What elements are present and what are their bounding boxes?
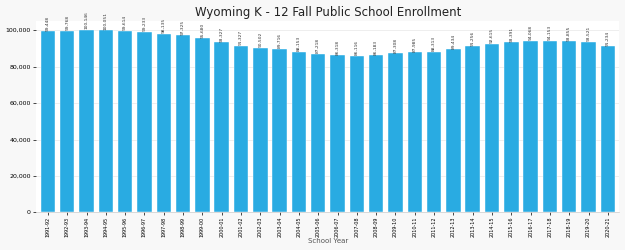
Text: 98,135: 98,135 (162, 18, 166, 33)
Text: 94,068: 94,068 (529, 25, 532, 40)
Bar (466, 46, 480, 212)
Bar (156, 34, 171, 212)
Bar (60, 31, 74, 212)
Text: 94,153: 94,153 (548, 25, 552, 40)
Bar (349, 56, 364, 212)
Text: 99,233: 99,233 (142, 16, 146, 31)
Bar (601, 46, 615, 212)
Text: 89,716: 89,716 (278, 33, 282, 48)
Text: 100,146: 100,146 (84, 12, 89, 30)
Bar (118, 31, 132, 212)
Bar (581, 42, 596, 212)
Text: 86,183: 86,183 (374, 40, 378, 55)
Bar (195, 38, 209, 212)
Text: 93,391: 93,391 (509, 26, 513, 42)
Bar (562, 42, 576, 212)
Bar (369, 56, 383, 212)
Bar (79, 30, 94, 212)
Text: 92,615: 92,615 (490, 28, 494, 43)
Bar (41, 31, 55, 212)
Text: 100,051: 100,051 (104, 12, 108, 30)
Text: 90,502: 90,502 (258, 32, 262, 47)
Text: 91,256: 91,256 (471, 30, 475, 46)
Text: 89,434: 89,434 (451, 34, 456, 49)
Bar (523, 41, 538, 212)
Text: 87,985: 87,985 (412, 36, 417, 52)
Bar (485, 44, 499, 212)
Bar (331, 55, 345, 212)
Text: 97,325: 97,325 (181, 19, 185, 34)
Text: 88,153: 88,153 (297, 36, 301, 51)
Bar (253, 48, 268, 212)
X-axis label: School Year: School Year (308, 238, 348, 244)
Title: Wyoming K - 12 Fall Public School Enrollment: Wyoming K - 12 Fall Public School Enroll… (195, 6, 461, 18)
Bar (388, 53, 402, 212)
Bar (272, 49, 287, 212)
Bar (427, 52, 441, 212)
Bar (138, 32, 152, 212)
Text: 93,855: 93,855 (568, 26, 571, 41)
Bar (214, 42, 229, 212)
Bar (99, 30, 113, 212)
Bar (234, 46, 248, 212)
Text: 93,327: 93,327 (220, 27, 224, 42)
Text: 99,614: 99,614 (123, 15, 127, 30)
Bar (408, 52, 422, 212)
Text: 99,768: 99,768 (65, 15, 69, 30)
Text: 99,448: 99,448 (46, 16, 50, 31)
Text: 91,234: 91,234 (606, 30, 610, 46)
Bar (542, 41, 557, 212)
Bar (504, 42, 519, 212)
Text: 86,116: 86,116 (355, 40, 359, 55)
Text: 87,218: 87,218 (316, 38, 320, 53)
Text: 88,313: 88,313 (432, 36, 436, 51)
Text: 87,308: 87,308 (394, 38, 398, 53)
Bar (292, 52, 306, 212)
Text: 86,318: 86,318 (336, 40, 339, 54)
Bar (446, 50, 461, 212)
Text: 91,327: 91,327 (239, 30, 243, 46)
Bar (311, 54, 326, 212)
Bar (176, 35, 191, 212)
Text: 95,680: 95,680 (201, 22, 204, 38)
Text: 93,521: 93,521 (586, 26, 591, 42)
